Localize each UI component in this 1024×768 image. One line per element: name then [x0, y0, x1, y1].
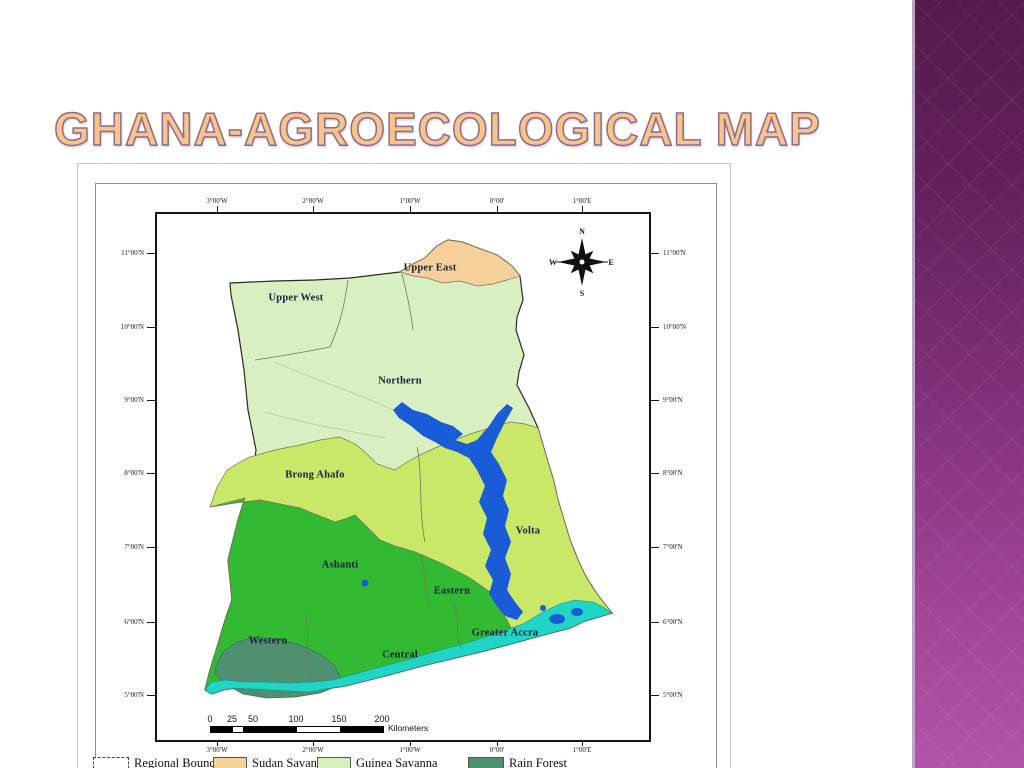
axis-left-tick — [147, 253, 155, 254]
legend-swatch-2 — [317, 757, 351, 768]
scale-bar-number: 25 — [226, 714, 238, 724]
axis-left-label: 10°00'N — [120, 323, 144, 331]
axis-bottom-label: 0°00' — [489, 746, 505, 754]
legend-label-3: Rain Forest — [509, 756, 567, 768]
axis-right-label: 5°00'N — [663, 691, 683, 699]
axis-right-tick — [651, 695, 659, 696]
legend-swatch-0 — [93, 757, 129, 768]
axis-right-tick — [651, 622, 659, 623]
axis-left-tick — [147, 400, 155, 401]
axis-left-tick — [147, 622, 155, 623]
compass-n-label: N — [579, 227, 585, 236]
legend-label-2: Guinea Savanna — [356, 756, 438, 768]
axis-top-tick — [410, 206, 411, 213]
region-label-volta: Volta — [515, 525, 541, 537]
scale-bar-segment — [243, 727, 254, 732]
axis-bottom-tick — [217, 740, 218, 746]
scale-bar-segment — [297, 727, 340, 732]
legend-swatch-3 — [468, 757, 504, 768]
axis-top-label: 2°00'W — [302, 197, 324, 205]
scale-bar-number: 200 — [374, 714, 390, 724]
compass-s-label: S — [580, 289, 585, 298]
axis-right-tick — [651, 253, 659, 254]
ghana-map-graphic — [204, 239, 614, 699]
axis-top-tick — [313, 206, 314, 213]
decorative-sidebar — [912, 0, 1024, 768]
axis-right-label: 7°00'N — [663, 543, 683, 551]
compass-e-label: E — [608, 258, 613, 267]
scale-bar-number: 0 — [207, 714, 213, 724]
axis-bottom-label: 1°00'E — [572, 746, 592, 754]
legend-label-1: Sudan Savanna — [252, 756, 329, 768]
axis-right-label: 6°00'N — [663, 618, 683, 626]
scale-bar-unit: Kilometers — [388, 723, 429, 733]
axis-top-label: 1°00'W — [399, 197, 421, 205]
axis-bottom-tick — [313, 740, 314, 746]
axis-top-label: 1°00'E — [572, 197, 592, 205]
region-label-ashanti: Ashanti — [321, 559, 359, 571]
axis-right-tick — [651, 547, 659, 548]
axis-left-tick — [147, 327, 155, 328]
city-marker-dot — [361, 579, 369, 587]
scale-bar-segment — [254, 727, 297, 732]
region-label-upper-east: Upper East — [403, 262, 457, 274]
axis-left-label: 6°00'N — [124, 618, 144, 626]
axis-right-label: 9°00'N — [663, 396, 683, 404]
accra-lagoon-2 — [571, 608, 583, 616]
scale-bar-segment — [211, 727, 233, 732]
axis-right-tick — [651, 473, 659, 474]
axis-right-label: 8°00'N — [663, 469, 683, 477]
zone-coastal-savanna — [204, 599, 613, 695]
axis-left-tick — [147, 695, 155, 696]
axis-top-tick — [497, 206, 498, 213]
scale-bar-number: 100 — [288, 714, 304, 724]
axis-bottom-label: 3°00'W — [206, 746, 228, 754]
zone-sudan-savanna — [399, 239, 521, 287]
axis-bottom-tick — [582, 740, 583, 746]
scale-bar-segment — [340, 727, 383, 732]
axis-top-tick — [217, 206, 218, 213]
region-label-northern: Northern — [378, 375, 422, 387]
lake-volta — [393, 402, 523, 620]
region-label-central: Central — [382, 649, 418, 661]
accra-lagoon-1 — [549, 614, 565, 624]
region-label-upper-west: Upper West — [268, 292, 324, 304]
axis-left-label: 8°00'N — [124, 469, 144, 477]
scale-bar-segment — [233, 727, 243, 732]
axis-left-tick — [147, 547, 155, 548]
scale-bar — [210, 726, 384, 733]
compass-w-label: W — [549, 258, 557, 267]
axis-bottom-label: 1°00'W — [399, 746, 421, 754]
axis-bottom-label: 2°00'W — [302, 746, 324, 754]
slide-title: GHANA-AGROECOLOGICAL MAP — [53, 102, 821, 156]
axis-left-tick — [147, 473, 155, 474]
accra-lagoon-3 — [540, 605, 546, 611]
axis-left-label: 5°00'N — [124, 691, 144, 699]
region-label-greater-accra: Greater Accra — [471, 627, 539, 639]
scale-bar-number: 50 — [247, 714, 259, 724]
axis-bottom-tick — [410, 740, 411, 746]
scale-bar-number: 150 — [331, 714, 347, 724]
axis-bottom-tick — [497, 740, 498, 746]
region-label-brong-ahafo: Brong Ahafo — [285, 469, 345, 481]
axis-top-tick — [582, 206, 583, 213]
axis-right-label: 11°00'N — [663, 249, 686, 257]
axis-right-label: 10°00'N — [663, 323, 687, 331]
region-label-western: Western — [248, 635, 288, 647]
axis-top-label: 0°00' — [489, 197, 505, 205]
axis-left-label: 7°00'N — [124, 543, 144, 551]
region-label-eastern: Eastern — [433, 585, 471, 597]
legend-label-0: Regional Boundary — [134, 756, 232, 768]
region-boundaries — [254, 273, 462, 681]
axis-right-tick — [651, 400, 659, 401]
axis-right-tick — [651, 327, 659, 328]
axis-left-label: 11°00'N — [121, 249, 144, 257]
legend-swatch-1 — [213, 757, 247, 768]
axis-left-label: 9°00'N — [124, 396, 144, 404]
axis-top-label: 3°00'W — [206, 197, 228, 205]
compass-rose: N S W E — [549, 227, 614, 298]
